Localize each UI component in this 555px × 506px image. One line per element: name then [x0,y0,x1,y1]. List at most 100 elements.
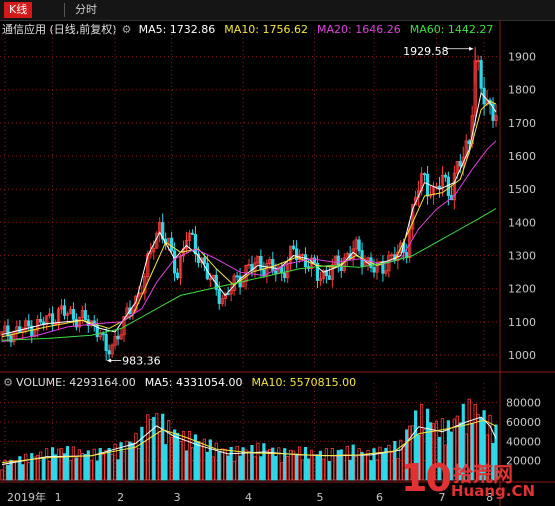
candle-body [479,60,483,89]
volume-bar [238,455,242,481]
volume-bar [390,452,394,481]
volume-bar [89,459,93,481]
candle-body [345,253,349,259]
volume-bar [321,458,325,481]
candle-body [77,316,81,328]
candle-body [9,335,13,343]
volume-bar [226,455,230,481]
volume-bar [324,448,328,481]
volume-bar [122,451,126,481]
candle-body [333,255,337,266]
ma-line-ma60 [1,208,497,341]
volume-bar [342,454,346,481]
volume-tick-label: 20000 [506,455,541,468]
volume-bar [134,432,138,481]
volume-bar [74,457,78,481]
candle-body [36,319,40,331]
candle-body [381,261,385,274]
ma5-legend: MA5: 1732.86 [138,23,216,36]
volume-bar [214,442,218,481]
volume-bar [12,460,16,481]
volume-bar [488,414,492,481]
tab-kline[interactable]: K线 [4,2,33,18]
volume-bar [21,464,25,481]
candle-body [256,255,260,264]
x-tick-label: 8 [486,491,493,504]
volume-bar [110,453,114,481]
volume-bar [146,414,150,481]
volume-bar [312,454,317,481]
candle-body [327,275,331,280]
volume-bar [405,429,409,481]
volume-bar [327,461,331,481]
watermark-number: 10 [401,456,452,500]
candle-body [283,272,287,279]
candle-body [318,278,323,281]
candle-body [420,173,424,192]
volume-bar [396,458,400,481]
volume-bar [485,434,489,481]
candle-body [45,315,49,326]
volume-bar [128,441,132,481]
volume-bar [440,418,445,481]
volume-bar [15,461,19,481]
volume-bar [53,454,58,481]
candle-body [0,331,4,336]
candle-body [175,272,180,279]
volume-bar [309,449,314,481]
volume-bar [259,456,263,481]
volume-bar [167,420,171,481]
volume-bar [125,440,129,481]
ma-line-ma10 [1,100,497,338]
volume-bar [473,403,477,481]
gear-icon[interactable]: ⚙ [3,376,13,389]
volume-bar [164,444,168,481]
price-tick-label: 1900 [508,51,536,64]
volume-bar [217,451,221,481]
volume-bar [220,448,224,481]
low-annotation: 983.36 [122,355,160,368]
x-tick-label: 6 [376,491,383,504]
volume-bar [491,442,495,481]
volume-bar [199,442,203,481]
candle-body [184,239,189,249]
candle-body [6,325,10,337]
x-tick-label: 2019年 [7,490,46,504]
candle-body [33,329,37,337]
gear-icon[interactable]: ⚙ [121,23,132,36]
volume-bar [59,448,64,481]
tab-intraday[interactable]: 分时 [75,3,97,16]
candle-body [452,172,456,201]
candle-body [446,176,450,196]
volume-bar [24,453,28,481]
candle-body [125,307,129,317]
volume-bar [417,434,421,481]
watermark-logo: 10 拾荒网 Huang.CN [401,456,551,504]
volume-bar [140,426,144,481]
candle-body [458,161,462,167]
volume-bar [3,460,7,481]
volume-bar [232,460,236,481]
volume-bar [378,446,382,481]
candle-body [425,173,430,197]
volume-bar [39,451,43,481]
candle-body [116,335,120,340]
candle-body [199,257,203,263]
candle-body [321,270,325,280]
candle-body [74,318,78,328]
candle-body [152,247,156,252]
candle-body [312,257,317,264]
volume-bar [181,430,186,481]
volume-bar [363,453,367,481]
volume-bar [360,451,364,481]
price-tick-label: 1700 [508,117,536,130]
volume-bar [387,444,391,481]
candle-body [107,350,111,355]
period-tabs: K线 分时 [0,0,555,21]
ma60-legend: MA60: 1442.27 [409,23,494,36]
price-tick-label: 1800 [508,84,536,97]
candle-body [268,259,272,264]
candle-body [295,248,299,261]
volume-bar [175,432,180,481]
